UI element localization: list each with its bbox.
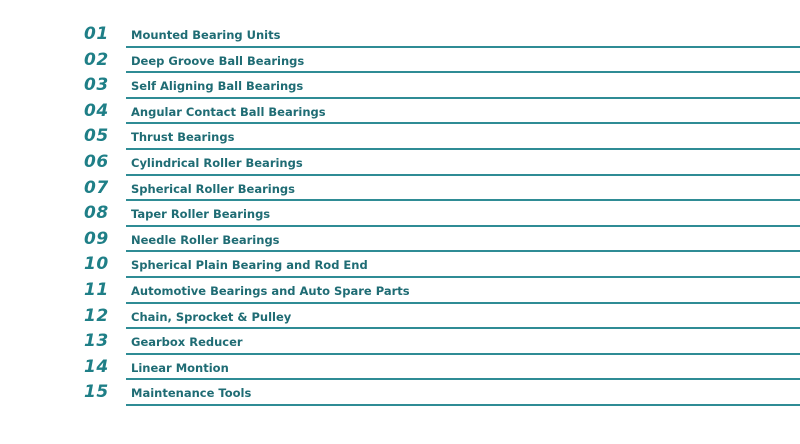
list-item[interactable]: 11 Automotive Bearings and Auto Spare Pa… bbox=[0, 278, 800, 304]
item-number: 11 bbox=[84, 279, 109, 300]
item-label[interactable]: Chain, Sprocket & Pulley bbox=[131, 309, 292, 324]
divider bbox=[126, 301, 800, 304]
item-label[interactable]: Self Aligning Ball Bearings bbox=[131, 79, 304, 94]
item-number: 04 bbox=[84, 100, 109, 121]
item-number: 05 bbox=[84, 126, 109, 147]
item-number: 03 bbox=[84, 75, 109, 96]
list-item[interactable]: 09 Needle Roller Bearings bbox=[0, 227, 800, 253]
item-number: 13 bbox=[84, 331, 109, 352]
divider bbox=[126, 71, 800, 74]
list-item[interactable]: 01 Mounted Bearing Units bbox=[0, 22, 800, 48]
item-number: 01 bbox=[84, 24, 109, 44]
product-category-list: 01 Mounted Bearing Units 02 Deep Groove … bbox=[0, 22, 800, 406]
item-label[interactable]: Gearbox Reducer bbox=[131, 335, 243, 350]
divider bbox=[126, 199, 800, 202]
list-item[interactable]: 13 Gearbox Reducer bbox=[0, 329, 800, 355]
item-number: 02 bbox=[84, 49, 109, 70]
divider bbox=[126, 96, 800, 99]
item-number: 12 bbox=[84, 305, 109, 326]
divider bbox=[126, 378, 800, 381]
item-label[interactable]: Automotive Bearings and Auto Spare Parts bbox=[131, 283, 410, 298]
list-item[interactable]: 07 Spherical Roller Bearings bbox=[0, 176, 800, 202]
item-number: 09 bbox=[84, 228, 109, 249]
divider bbox=[126, 275, 800, 278]
divider bbox=[126, 224, 800, 227]
list-item[interactable]: 12 Chain, Sprocket & Pulley bbox=[0, 304, 800, 330]
item-label[interactable]: Needle Roller Bearings bbox=[131, 232, 280, 247]
divider bbox=[126, 147, 800, 150]
item-label[interactable]: Spherical Roller Bearings bbox=[131, 181, 295, 196]
item-number: 08 bbox=[84, 203, 109, 224]
divider bbox=[126, 327, 800, 330]
item-number: 14 bbox=[84, 356, 109, 377]
divider bbox=[126, 352, 800, 355]
list-item[interactable]: 10 Spherical Plain Bearing and Rod End bbox=[0, 252, 800, 278]
list-item[interactable]: 02 Deep Groove Ball Bearings bbox=[0, 48, 800, 74]
item-label[interactable]: Angular Contact Ball Bearings bbox=[131, 104, 326, 119]
item-number: 07 bbox=[84, 177, 109, 198]
item-label[interactable]: Mounted Bearing Units bbox=[131, 28, 281, 42]
list-item[interactable]: 05 Thrust Bearings bbox=[0, 124, 800, 150]
divider bbox=[126, 173, 800, 176]
item-number: 06 bbox=[84, 151, 109, 172]
list-item[interactable]: 14 Linear Montion bbox=[0, 355, 800, 381]
item-label[interactable]: Taper Roller Bearings bbox=[131, 207, 271, 222]
divider bbox=[126, 122, 800, 125]
item-label[interactable]: Spherical Plain Bearing and Rod End bbox=[131, 258, 368, 273]
list-item[interactable]: 08 Taper Roller Bearings bbox=[0, 201, 800, 227]
list-item[interactable]: 04 Angular Contact Ball Bearings bbox=[0, 99, 800, 125]
item-label[interactable]: Maintenance Tools bbox=[131, 386, 252, 401]
item-number: 10 bbox=[84, 254, 109, 275]
item-label[interactable]: Thrust Bearings bbox=[131, 130, 235, 145]
item-label[interactable]: Linear Montion bbox=[131, 360, 229, 375]
item-label[interactable]: Cylindrical Roller Bearings bbox=[131, 155, 303, 170]
list-item[interactable]: 15 Maintenance Tools bbox=[0, 380, 800, 406]
item-label[interactable]: Deep Groove Ball Bearings bbox=[131, 53, 305, 68]
item-number: 15 bbox=[84, 382, 109, 403]
divider bbox=[126, 403, 800, 406]
divider bbox=[126, 250, 800, 253]
list-item[interactable]: 06 Cylindrical Roller Bearings bbox=[0, 150, 800, 176]
divider bbox=[126, 45, 800, 48]
list-item[interactable]: 03 Self Aligning Ball Bearings bbox=[0, 73, 800, 99]
